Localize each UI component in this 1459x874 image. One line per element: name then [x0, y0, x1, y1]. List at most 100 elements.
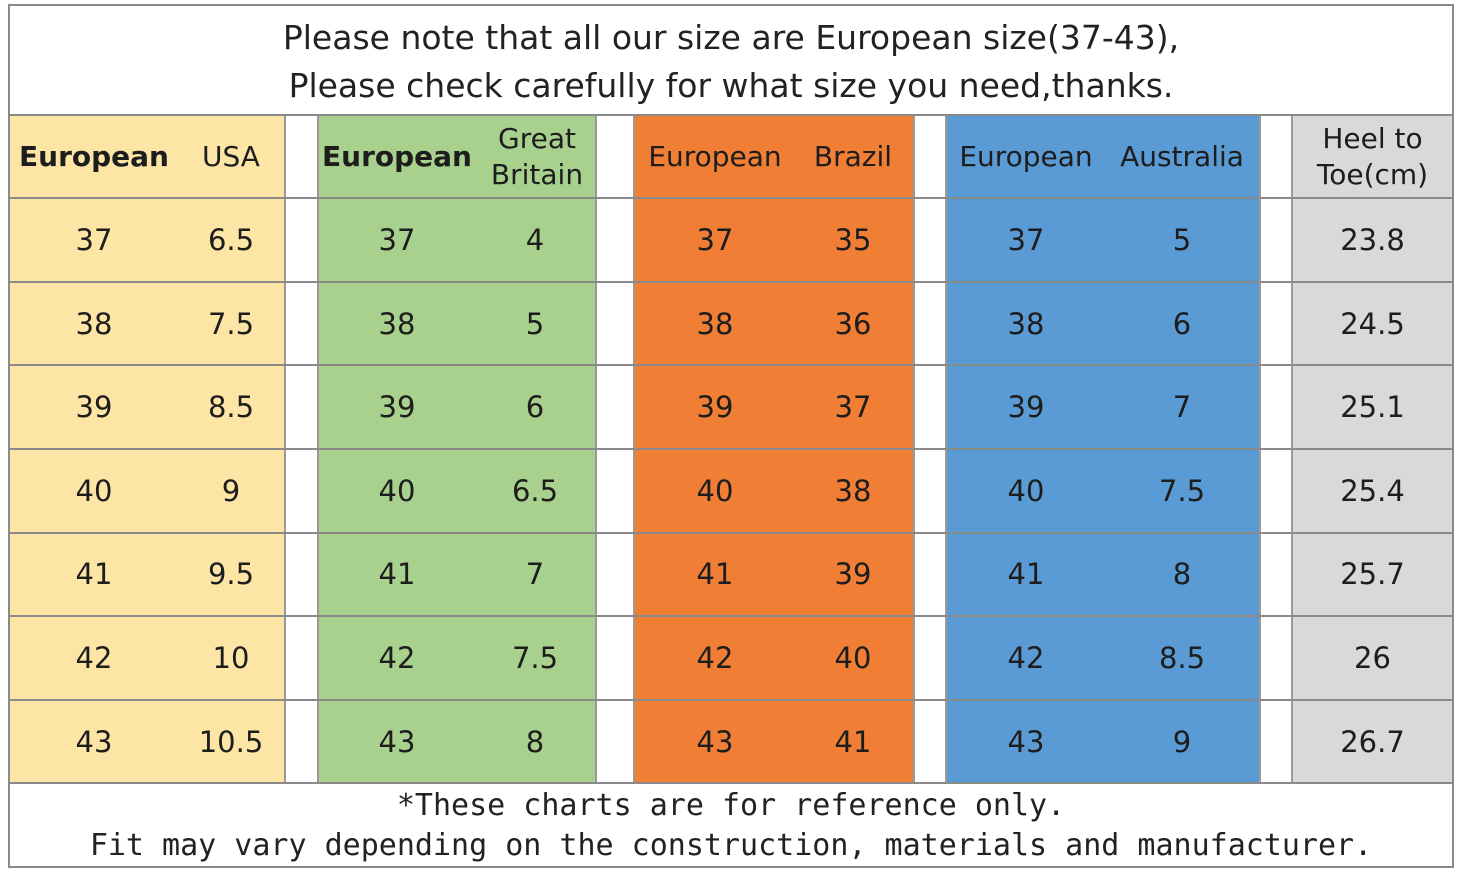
eu-size-cell: 39 [1007, 390, 1045, 424]
heel-to-toe-cell: 26 [1354, 641, 1391, 675]
eu-size-cell: 41 [378, 557, 416, 591]
gb-column-group [319, 116, 595, 784]
column-divider [945, 116, 947, 784]
australia-column-group [947, 116, 1259, 784]
eu-size-cell: 39 [696, 390, 734, 424]
australia-size-cell: 8 [1172, 557, 1192, 591]
brazil-size-cell: 38 [834, 474, 872, 508]
eu-size-cell: 43 [378, 725, 416, 759]
eu-size-cell: 37 [696, 223, 734, 257]
column-divider [1291, 116, 1293, 784]
australia-size-cell: 7 [1172, 390, 1192, 424]
column-divider [1259, 116, 1261, 784]
eu-size-cell: 38 [378, 307, 416, 341]
column-divider [633, 116, 635, 784]
brazil-size-cell: 41 [834, 725, 872, 759]
gb-size-cell: 7 [525, 557, 545, 591]
row-divider [10, 364, 1452, 366]
header-brazil: Brazil [813, 140, 893, 173]
gb-size-cell: 8 [525, 725, 545, 759]
header-european: European [19, 140, 169, 173]
brazil-size-cell: 39 [834, 557, 872, 591]
usa-size-cell: 10 [212, 641, 250, 675]
eu-size-cell: 42 [378, 641, 416, 675]
eu-size-cell: 40 [1007, 474, 1045, 508]
header-divider [10, 114, 1452, 116]
heel-to-toe-cell: 25.1 [1340, 390, 1405, 424]
column-divider [595, 116, 597, 784]
eu-size-cell: 43 [75, 725, 113, 759]
brazil-size-cell: 35 [834, 223, 872, 257]
header-heel-to-toe: Heel to Toe(cm) [1316, 122, 1429, 191]
australia-size-cell: 9 [1172, 725, 1192, 759]
heel-to-toe-column [1293, 116, 1452, 784]
size-chart: Please note that all our size are Europe… [8, 4, 1454, 868]
header-australia: Australia [1120, 140, 1244, 173]
gb-size-cell: 5 [525, 307, 545, 341]
eu-size-cell: 41 [75, 557, 113, 591]
australia-size-cell: 5 [1172, 223, 1192, 257]
eu-size-cell: 37 [75, 223, 113, 257]
brazil-column-group [635, 116, 913, 784]
eu-size-cell: 40 [378, 474, 416, 508]
gb-size-cell: 4 [525, 223, 545, 257]
usa-size-cell: 8.5 [207, 390, 255, 424]
eu-size-cell: 43 [696, 725, 734, 759]
usa-size-cell: 9 [221, 474, 241, 508]
notice-line-1: Please note that all our size are Europe… [282, 18, 1180, 57]
eu-size-cell: 42 [1007, 641, 1045, 675]
eu-size-cell: 38 [696, 307, 734, 341]
row-divider [10, 197, 1452, 199]
eu-size-cell: 42 [75, 641, 113, 675]
eu-size-cell: 39 [75, 390, 113, 424]
eu-size-cell: 40 [696, 474, 734, 508]
australia-size-cell: 7.5 [1158, 474, 1206, 508]
heel-to-toe-cell: 25.7 [1340, 557, 1405, 591]
eu-size-cell: 40 [75, 474, 113, 508]
row-divider [10, 532, 1452, 534]
eu-size-cell: 38 [75, 307, 113, 341]
gb-size-cell: 6 [525, 390, 545, 424]
header-european: European [959, 140, 1093, 173]
heel-to-toe-cell: 23.8 [1340, 223, 1405, 257]
eu-size-cell: 37 [1007, 223, 1045, 257]
usa-size-cell: 9.5 [207, 557, 255, 591]
column-divider [317, 116, 319, 784]
row-divider [10, 699, 1452, 701]
usa-size-cell: 6.5 [207, 223, 255, 257]
eu-size-cell: 39 [378, 390, 416, 424]
brazil-size-cell: 37 [834, 390, 872, 424]
size-notice: Please note that all our size are Europe… [10, 6, 1452, 114]
gb-size-cell: 6.5 [511, 474, 559, 508]
row-divider [10, 281, 1452, 283]
heel-to-toe-cell: 24.5 [1340, 307, 1405, 341]
eu-size-cell: 41 [696, 557, 734, 591]
eu-size-cell: 38 [1007, 307, 1045, 341]
australia-size-cell: 6 [1172, 307, 1192, 341]
eu-size-cell: 41 [1007, 557, 1045, 591]
eu-size-cell: 37 [378, 223, 416, 257]
usa-size-cell: 10.5 [198, 725, 264, 759]
heel-to-toe-cell: 26.7 [1340, 725, 1405, 759]
australia-size-cell: 8.5 [1158, 641, 1206, 675]
brazil-size-cell: 40 [834, 641, 872, 675]
column-divider [913, 116, 915, 784]
row-divider [10, 615, 1452, 617]
header-european: European [322, 140, 472, 173]
notice-line-2: Please check carefully for what size you… [288, 66, 1174, 105]
disclaimer: *These charts are for reference only. Fi… [10, 786, 1452, 868]
header-usa: USA [202, 140, 260, 173]
header-great-britain: Great Britain [490, 122, 584, 191]
brazil-size-cell: 36 [834, 307, 872, 341]
header-european: European [648, 140, 782, 173]
eu-size-cell: 42 [696, 641, 734, 675]
disclaimer-line-2: Fit may vary depending on the constructi… [89, 828, 1373, 863]
usa-column-group [10, 116, 284, 784]
eu-size-cell: 43 [1007, 725, 1045, 759]
row-divider [10, 448, 1452, 450]
gb-size-cell: 7.5 [511, 641, 559, 675]
row-divider [10, 782, 1452, 784]
heel-to-toe-cell: 25.4 [1340, 474, 1405, 508]
column-divider [284, 116, 286, 784]
usa-size-cell: 7.5 [207, 307, 255, 341]
